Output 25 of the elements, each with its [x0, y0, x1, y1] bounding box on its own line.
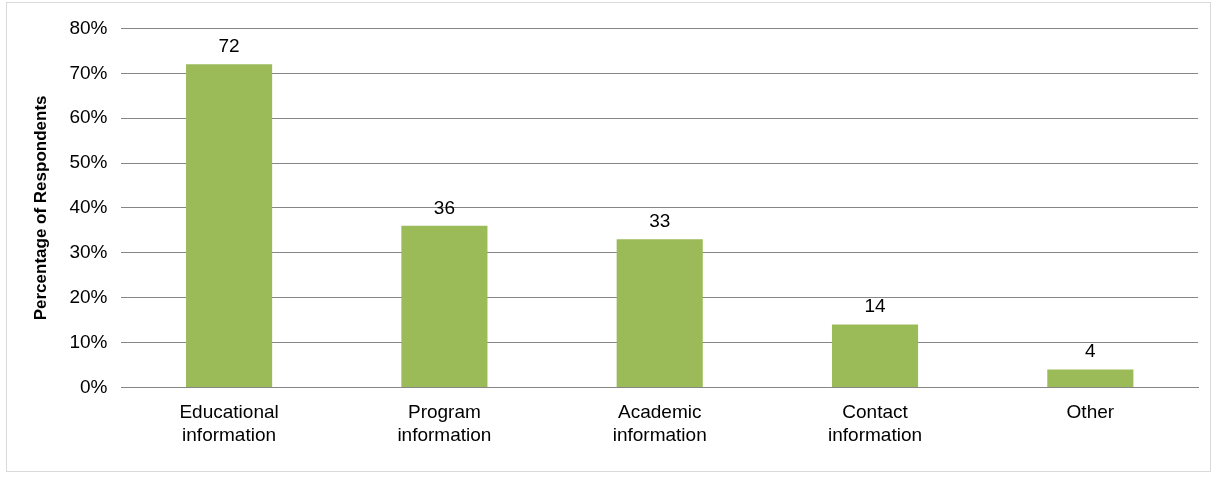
y-axis-title: Percentage of Respondents [30, 95, 50, 321]
y-tick-label: 50% [69, 151, 108, 173]
bar [186, 64, 273, 387]
x-tick-label: Educational information [179, 401, 279, 445]
data-label: 72 [218, 35, 240, 57]
data-label: 36 [433, 196, 455, 218]
y-tick-label: 20% [69, 285, 108, 307]
y-tick-label: 0% [79, 375, 108, 397]
bar [401, 225, 488, 387]
x-tick-label: Other [1066, 401, 1115, 423]
x-tick-label: Academic information [612, 401, 707, 445]
y-tick-label: 70% [69, 61, 108, 83]
x-tick-label: Contact information [828, 401, 923, 445]
data-label: 33 [649, 210, 671, 232]
y-tick-label: 60% [69, 106, 108, 128]
bar [831, 324, 919, 387]
bar [1047, 369, 1134, 387]
y-tick-label: 40% [69, 196, 108, 218]
y-tick-label: 10% [69, 330, 108, 352]
data-label: 4 [1085, 340, 1097, 362]
y-tick-label: 30% [69, 241, 108, 263]
data-label: 14 [864, 295, 887, 317]
bar [616, 239, 703, 387]
y-tick-label: 80% [69, 16, 108, 38]
x-tick-label: Program information [397, 401, 492, 445]
